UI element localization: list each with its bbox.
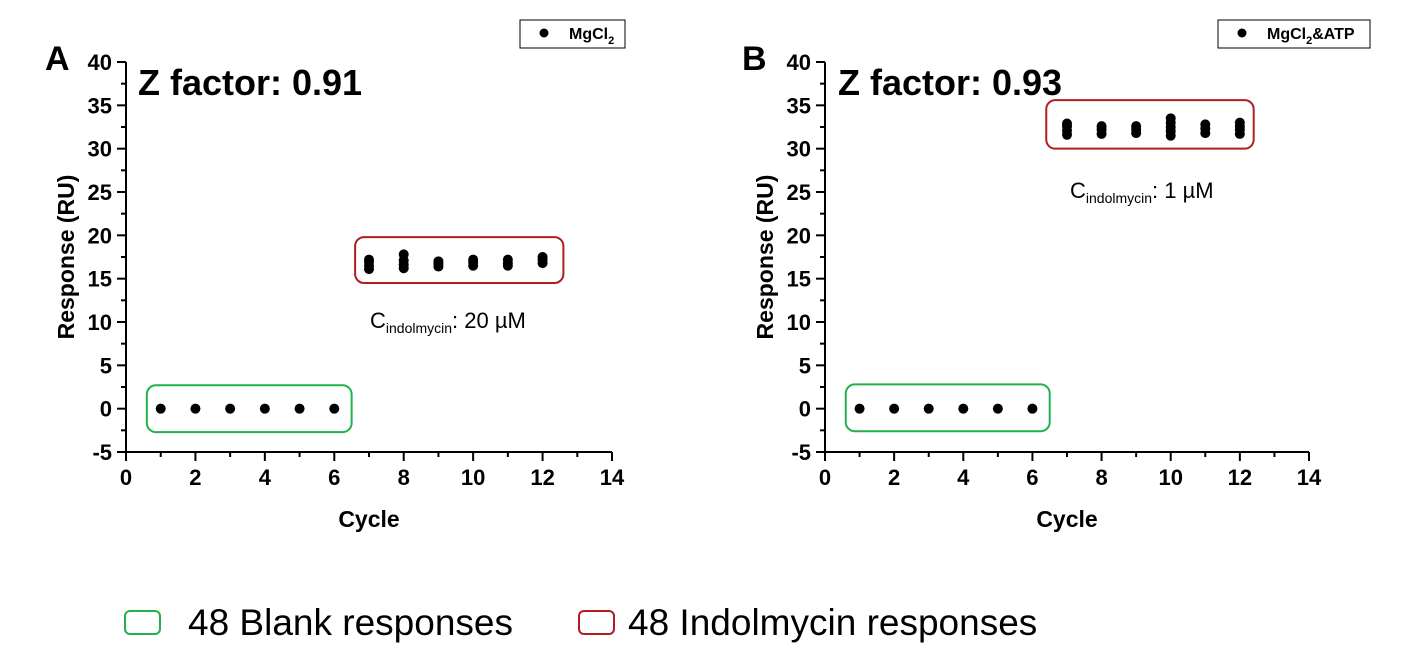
x-axis-title: Cycle [338,506,399,532]
blank-data-point [992,403,1003,414]
blank-data-point [155,403,166,414]
legend-label-subscript: 2 [608,35,614,47]
y-tick-label: 35 [787,93,811,118]
blank-group-box [145,384,353,434]
concentration-value: : 1 µM [1152,178,1214,203]
z-factor-title: Z factor: 0.91 [138,62,362,103]
y-axis-title: Response (RU) [53,175,79,340]
blank-data-point [190,403,201,414]
panel-a: 0 2 4 6 8 10 12 14 -5 0 5 10 15 20 25 30 35 40 Cycle Respon… [45,19,626,532]
indolmycin-data-point [1200,119,1211,130]
legend-label: MgCl2 [569,26,614,47]
indolmycin-data-point [398,249,409,260]
y-tick-label: 20 [787,223,811,248]
y-tick-label: 30 [88,137,112,162]
x-tick-label: 8 [1095,465,1107,490]
indolmycin-data-point [502,254,513,265]
y-tick-label: 15 [787,267,811,292]
x-tick-label: 4 [957,465,970,490]
x-tick-label: 8 [398,465,410,490]
legend-box [519,19,626,49]
x-tick-label: 14 [1297,465,1322,490]
y-tick-label: 20 [88,223,112,248]
panel-b: 0 2 4 6 8 10 12 14 -5 0 5 10 15 20 25 30 35 40 Cycle Respon… [742,19,1371,532]
indolmycin-data-point [1131,121,1142,132]
y-tick-label: 5 [799,353,811,378]
indolmycin-data-point [537,252,548,262]
blank-data-point [1027,403,1038,414]
y-axis-title: Response (RU) [752,175,778,340]
y-tick-label: 40 [88,50,112,75]
legend-marker [1237,28,1247,38]
x-tick-label: 10 [1158,465,1182,490]
x-tick-label: 0 [120,465,132,490]
y-tick-label: 10 [88,310,112,335]
concentration-label: Cindolmycin: 20 µM [370,308,526,336]
indolmycin-legend-swatch [578,610,615,635]
x-tick-label: 6 [328,465,340,490]
concentration-subscript: indolmycin [1086,190,1152,206]
y-tick-label: 35 [88,93,112,118]
y-tick-label: 15 [88,267,112,292]
legend-label: MgCl2&ATP [1267,26,1355,47]
blank-data-point [329,403,340,414]
indolmycin-data-point [1062,118,1072,129]
x-tick-label: 14 [600,465,625,490]
indolmycin-group-box [354,236,565,284]
concentration-label: Cindolmycin: 1 µM [1070,178,1214,206]
y-tick-label: 40 [787,50,811,75]
blank-data-point [923,403,934,414]
blank-data-point [854,403,865,414]
indolmycin-data-point [433,256,444,267]
blank-data-point [225,403,236,414]
indolmycin-legend-label: 48 Indolmycin responses [628,602,1037,643]
y-tick-label: 25 [787,180,811,205]
x-tick-label: 4 [259,465,272,490]
blank-group-box [844,383,1051,433]
x-tick-label: 2 [189,465,201,490]
indolmycin-data-point [1165,113,1176,124]
z-factor-title: Z factor: 0.93 [838,62,1062,103]
indolmycin-data-point [468,254,479,265]
y-tick-label: -5 [92,440,112,465]
indolmycin-group-box [1045,99,1255,150]
y-tick-label: 5 [100,353,112,378]
blank-data-point [889,403,900,414]
x-tick-label: 10 [461,465,485,490]
blank-data-point [958,403,969,414]
panel-label: A [45,40,70,78]
x-tick-label: 0 [819,465,831,490]
x-tick-label: 6 [1026,465,1038,490]
y-tick-label: -5 [791,440,811,465]
x-tick-label: 12 [1228,465,1252,490]
x-axis-title: Cycle [1036,506,1097,532]
indolmycin-data-point [364,254,374,265]
concentration-value: : 20 µM [452,308,526,333]
legend-label-subscript: 2 [1306,35,1312,47]
blank-legend-swatch [124,610,161,635]
x-tick-label: 12 [530,465,554,490]
y-tick-label: 25 [88,180,112,205]
concentration-subscript: indolmycin [386,320,452,336]
y-tick-label: 10 [787,310,811,335]
panel-label: B [742,40,767,78]
indolmycin-data-point [1096,121,1107,132]
legend-label-suffix: &ATP [1312,26,1355,43]
blank-legend-label: 48 Blank responses [188,602,513,643]
blank-data-point [294,403,305,414]
y-tick-label: 0 [799,397,811,422]
y-tick-label: 30 [787,137,811,162]
legend-marker [539,28,549,38]
blank-data-point [259,403,270,414]
x-tick-label: 2 [888,465,900,490]
indolmycin-data-point [1234,117,1245,128]
y-tick-label: 0 [100,397,112,422]
bottom-legend: 48 Blank responses 48 Indolmycin respons… [124,602,1037,643]
